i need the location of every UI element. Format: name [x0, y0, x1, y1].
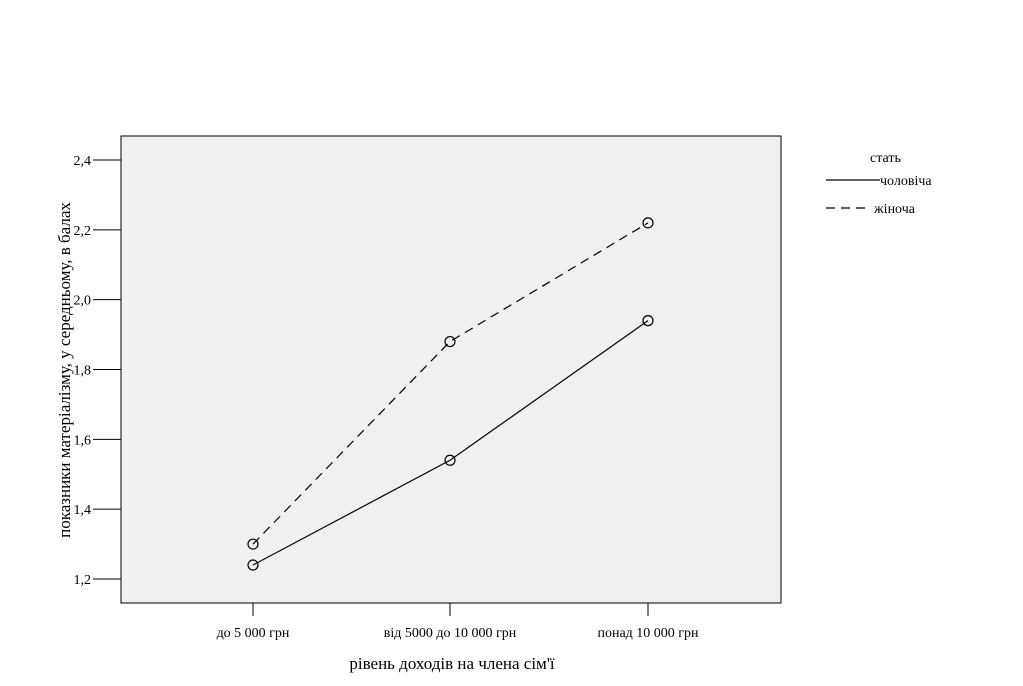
legend-label-female: жіноча — [873, 202, 916, 217]
series-line-1 — [252, 222, 649, 545]
x-axis-title: рівень доходів на члена сім'ї — [349, 654, 554, 673]
series-line-0 — [252, 320, 649, 566]
series-layer — [247, 217, 654, 571]
y-axis-title: показники матеріалізму, у середньому, в … — [55, 202, 74, 538]
data-point — [247, 559, 259, 571]
y-tick-label: 1,4 — [74, 503, 92, 518]
x-axis: до 5 000 грн від 5000 до 10 000 грн понад … — [217, 603, 699, 641]
y-axis: 1,2 1,4 1,6 1,8 2,0 2,2 2,4 — [74, 154, 121, 588]
y-tick-label: 1,2 — [74, 573, 92, 588]
y-tick-label: 1,8 — [74, 364, 92, 379]
y-tick-label: 2,0 — [74, 294, 92, 309]
data-point — [444, 454, 456, 466]
legend-title: стать — [870, 151, 901, 166]
x-tick-label: від 5000 до 10 000 грн — [384, 626, 517, 641]
x-tick-label: до 5 000 грн — [217, 626, 290, 641]
y-tick-label: 2,2 — [74, 224, 92, 239]
data-point — [444, 335, 456, 348]
legend-label-male: чоловіча — [880, 174, 932, 189]
x-tick-label: понад 10 000 грн — [597, 626, 699, 641]
y-tick-label: 2,4 — [74, 154, 92, 169]
y-tick-label: 1,6 — [74, 433, 92, 448]
data-point — [642, 315, 654, 327]
plot-area — [120, 135, 782, 604]
data-point — [247, 538, 259, 550]
data-point — [642, 217, 654, 229]
legend: стать чоловіча жіноча — [826, 151, 932, 217]
